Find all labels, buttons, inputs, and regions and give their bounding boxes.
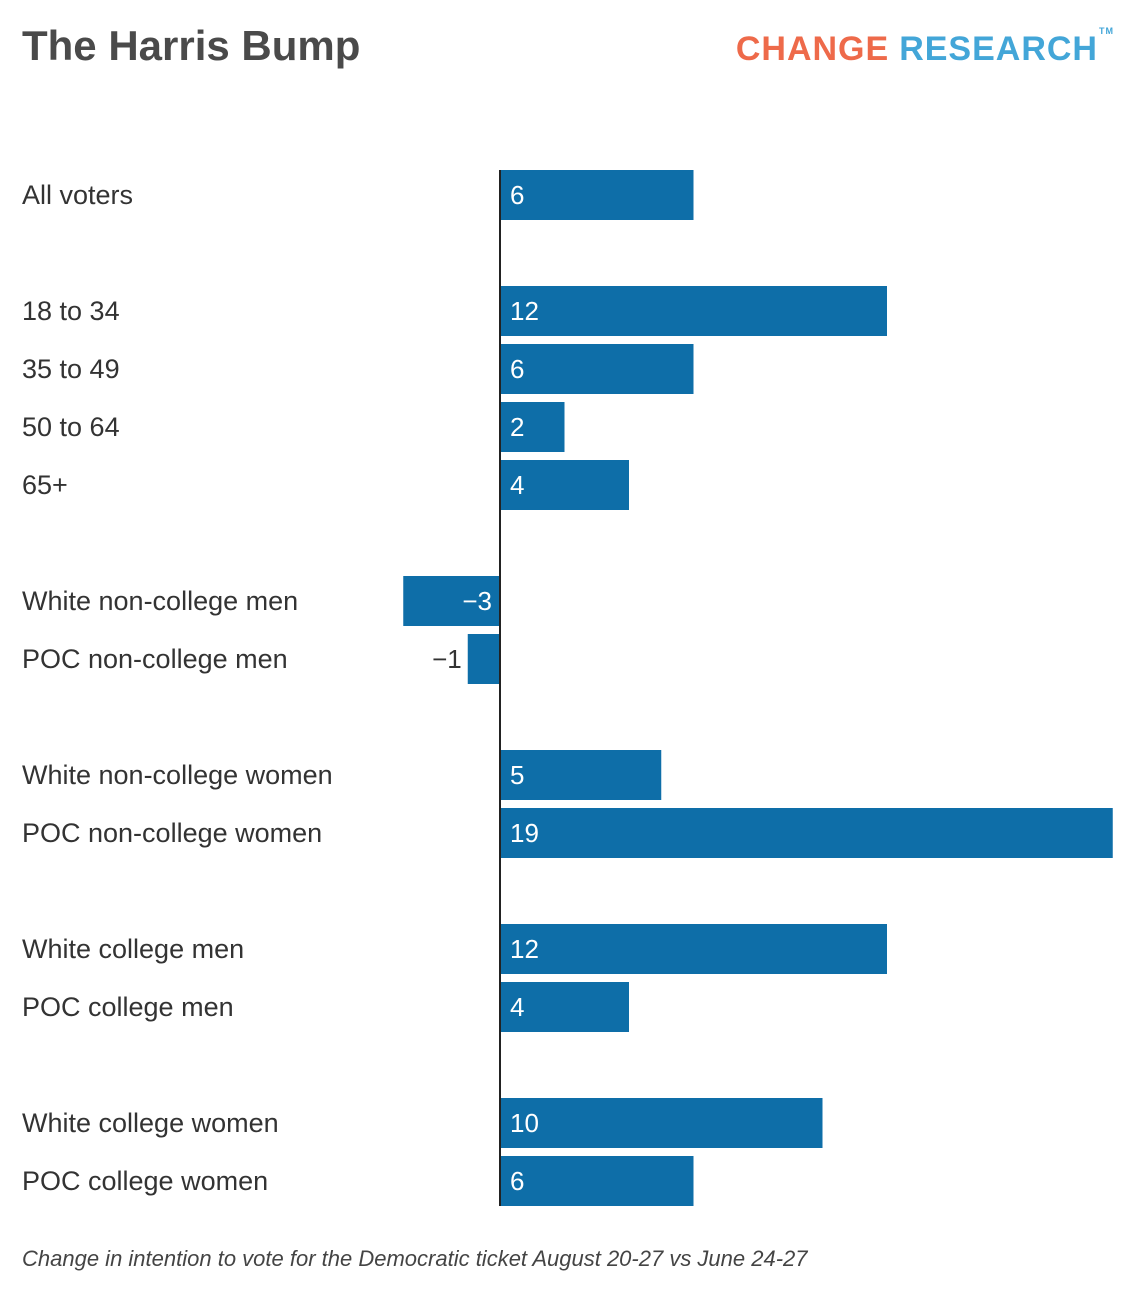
data-label: 6 <box>510 1166 524 1196</box>
category-label: White college men <box>22 934 244 964</box>
bar <box>500 1098 823 1148</box>
bar <box>500 460 629 510</box>
bar-chart: All voters 6 18 to 34 12 35 to 49 6 50 to 64 2 6… <box>22 170 1113 1206</box>
data-label: 4 <box>510 992 524 1022</box>
data-label: 5 <box>510 760 524 790</box>
data-label: −3 <box>462 586 492 616</box>
data-label: 12 <box>510 296 539 326</box>
category-label: 35 to 49 <box>22 354 120 384</box>
category-label: POC college men <box>22 992 234 1022</box>
data-label: 6 <box>510 354 524 384</box>
category-label: 50 to 64 <box>22 412 120 442</box>
chart-caption: Change in intention to vote for the Demo… <box>22 1246 808 1271</box>
category-label: White non-college women <box>22 760 333 790</box>
category-label: 18 to 34 <box>22 296 120 326</box>
data-label: −1 <box>432 644 462 674</box>
bar <box>403 576 500 626</box>
bar <box>500 982 629 1032</box>
bar <box>467 634 500 684</box>
bar <box>500 344 694 394</box>
bar <box>500 750 662 800</box>
category-label: POC non-college women <box>22 818 322 848</box>
category-label: 65+ <box>22 470 68 500</box>
bar <box>500 808 1113 858</box>
change-research-logo: CHANGE RESEARCHTM <box>735 26 1114 69</box>
category-label: POC college women <box>22 1166 268 1196</box>
category-label: White college women <box>22 1108 279 1138</box>
logo-word-research: RESEARCH <box>899 30 1098 68</box>
category-label: White non-college men <box>22 586 298 616</box>
bar <box>500 402 565 452</box>
bar <box>500 170 694 220</box>
logo-trademark: TM <box>1099 26 1114 36</box>
category-label: POC non-college men <box>22 644 288 674</box>
bar <box>500 286 887 336</box>
data-label: 10 <box>510 1108 539 1138</box>
data-label: 12 <box>510 934 539 964</box>
data-label: 4 <box>510 470 524 500</box>
category-label: All voters <box>22 180 133 210</box>
bar <box>500 924 887 974</box>
data-label: 19 <box>510 818 539 848</box>
logo-word-change: CHANGE <box>735 30 890 68</box>
data-label: 2 <box>510 412 524 442</box>
page-title: The Harris Bump <box>22 22 361 69</box>
data-label: 6 <box>510 180 524 210</box>
bar <box>500 1156 694 1206</box>
